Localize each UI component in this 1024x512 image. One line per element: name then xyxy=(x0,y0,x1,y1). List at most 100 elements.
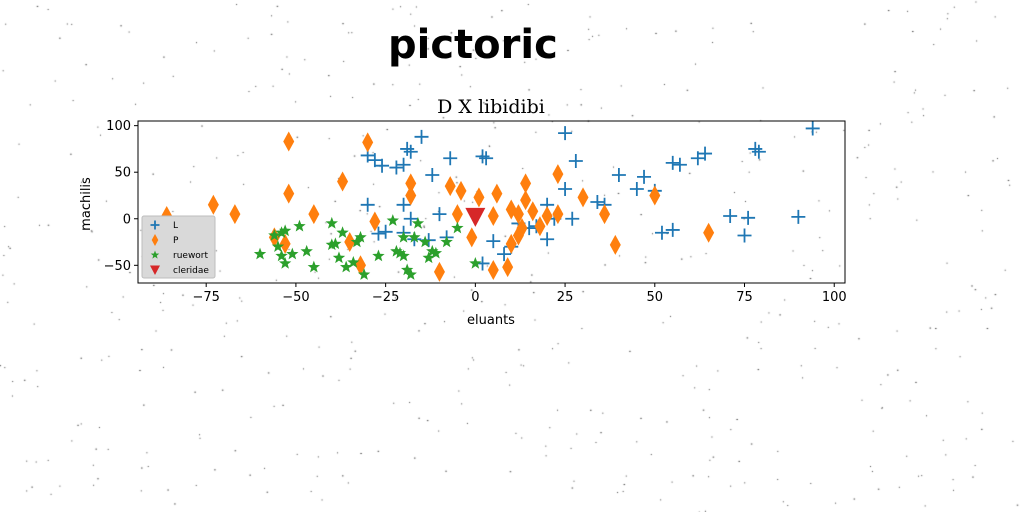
y-axis-label: machilis xyxy=(79,177,94,231)
data-point xyxy=(360,197,375,212)
data-point xyxy=(386,214,399,226)
data-point xyxy=(403,211,418,226)
x-axis-label: eluants xyxy=(467,313,515,328)
data-point xyxy=(253,247,267,260)
data-point xyxy=(400,263,414,276)
data-point xyxy=(389,160,404,175)
data-point xyxy=(375,158,390,173)
data-point xyxy=(491,183,503,204)
data-point xyxy=(397,230,410,243)
data-point xyxy=(469,256,482,269)
data-point xyxy=(396,197,411,212)
data-point xyxy=(429,246,443,259)
y-axis: −50 0 50 100 xyxy=(104,119,138,274)
data-point xyxy=(300,244,313,257)
data-point xyxy=(325,238,338,251)
legend-label: P xyxy=(173,236,179,246)
legend-label: ruewort xyxy=(173,251,209,261)
data-point xyxy=(520,173,532,194)
data-point xyxy=(308,204,320,225)
data-point xyxy=(418,235,432,248)
legend-label: L xyxy=(173,221,178,231)
data-point xyxy=(279,233,291,254)
data-point xyxy=(404,268,417,280)
data-point xyxy=(552,204,564,225)
y-tick-label: 100 xyxy=(106,119,131,134)
data-point xyxy=(408,230,421,243)
data-point xyxy=(350,235,364,248)
data-point xyxy=(479,151,494,166)
data-point xyxy=(357,268,371,280)
data-point xyxy=(487,259,499,280)
data-point xyxy=(690,151,705,166)
x-tick-label: −25 xyxy=(372,290,399,305)
data-point xyxy=(229,204,241,225)
x-axis: −75 −50 −25 0 25 50 75 100 xyxy=(192,283,847,305)
x-tick-label: 25 xyxy=(557,290,574,305)
data-point xyxy=(486,234,501,249)
data-point xyxy=(534,216,546,237)
data-point xyxy=(397,249,410,262)
data-point xyxy=(396,157,411,172)
data-point xyxy=(565,211,580,226)
data-point xyxy=(520,190,532,211)
series-ruewort xyxy=(253,214,482,280)
data-point xyxy=(723,208,738,223)
legend-marker xyxy=(151,234,159,246)
data-point xyxy=(665,222,680,237)
data-point xyxy=(527,201,539,222)
data-point xyxy=(405,185,417,206)
data-point xyxy=(339,260,353,273)
data-point xyxy=(336,226,349,238)
data-point xyxy=(332,251,346,264)
data-point xyxy=(271,240,285,252)
data-point xyxy=(372,249,385,262)
data-point xyxy=(741,210,756,225)
data-point xyxy=(369,211,381,232)
data-point xyxy=(403,144,418,159)
data-point xyxy=(455,180,467,201)
data-point xyxy=(751,144,766,159)
data-point xyxy=(568,154,583,169)
data-point xyxy=(512,204,524,225)
x-tick-label: 0 xyxy=(471,290,479,305)
data-point xyxy=(337,171,349,192)
data-point xyxy=(698,146,713,161)
data-point xyxy=(344,232,356,253)
data-point xyxy=(497,247,512,262)
data-point xyxy=(371,226,386,241)
data-point xyxy=(473,187,485,208)
data-point xyxy=(393,246,407,259)
data-point xyxy=(367,153,382,168)
data-point xyxy=(748,141,763,156)
data-point xyxy=(590,195,605,209)
data-point xyxy=(293,219,306,232)
data-point xyxy=(558,126,573,141)
data-point xyxy=(362,132,374,153)
data-point xyxy=(286,247,299,260)
y-tick-label: 0 xyxy=(123,212,131,227)
y-tick-label: 50 xyxy=(114,166,131,181)
data-point xyxy=(283,183,295,204)
data-point xyxy=(432,207,447,222)
data-point xyxy=(465,207,486,227)
data-point xyxy=(329,237,342,250)
data-point xyxy=(552,164,564,185)
data-point xyxy=(505,233,517,254)
data-point xyxy=(278,224,292,237)
series-P xyxy=(161,131,715,282)
data-point xyxy=(609,234,621,255)
data-point xyxy=(275,249,288,262)
data-point xyxy=(558,181,573,196)
data-point xyxy=(502,257,514,278)
data-point xyxy=(516,218,528,239)
y-tick-label: −50 xyxy=(104,259,131,274)
data-point xyxy=(541,205,553,226)
series-L xyxy=(360,121,820,271)
legend-marker xyxy=(150,265,160,275)
data-point xyxy=(665,155,680,170)
chart-title: D X libidibi xyxy=(437,96,545,118)
data-point xyxy=(207,194,219,215)
legend-marker xyxy=(150,250,160,259)
